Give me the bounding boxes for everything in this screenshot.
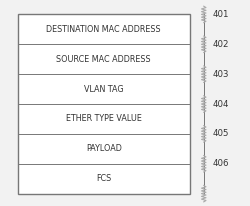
Text: 403: 403 xyxy=(212,70,229,79)
Text: PAYLOAD: PAYLOAD xyxy=(86,144,122,153)
Text: FCS: FCS xyxy=(96,174,112,183)
Text: DESTINATION MAC ADDRESS: DESTINATION MAC ADDRESS xyxy=(46,25,161,34)
Text: ETHER TYPE VALUE: ETHER TYPE VALUE xyxy=(66,115,142,123)
Text: 402: 402 xyxy=(212,40,229,49)
Text: 406: 406 xyxy=(212,159,229,168)
Bar xyxy=(18,14,190,194)
Text: VLAN TAG: VLAN TAG xyxy=(84,85,124,94)
Text: 404: 404 xyxy=(212,99,229,109)
Text: 401: 401 xyxy=(212,10,229,19)
Text: SOURCE MAC ADDRESS: SOURCE MAC ADDRESS xyxy=(56,55,151,64)
Text: 405: 405 xyxy=(212,129,229,138)
